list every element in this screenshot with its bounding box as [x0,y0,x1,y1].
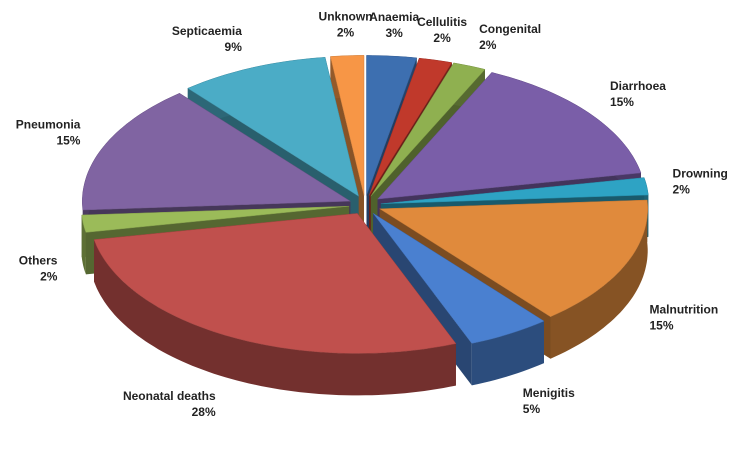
slice-label: Anaemia [369,10,419,24]
slice-label: Drowning [673,167,728,181]
slice-value-label: 5% [523,402,541,416]
slice-value-label: 9% [225,40,243,54]
slice-top [187,57,359,197]
slice-value-label: 2% [479,38,497,52]
slice-side [94,239,456,396]
slice-value-label: 2% [433,31,451,45]
slice-label: Malnutrition [650,303,719,317]
slice-value-label: 2% [673,183,691,197]
slice-top [81,205,350,233]
slice-top [378,199,648,317]
slice-side [471,321,544,386]
slice-value-label: 2% [40,270,58,284]
slice-value-label: 15% [650,319,674,333]
slice-value-label: 28% [192,405,216,419]
slice-top [366,55,418,196]
slice [93,213,457,396]
slice-label: Neonatal deaths [123,389,216,403]
slice-label: Diarrhoea [610,79,666,93]
slice-top [380,177,649,205]
slice-value-label: 3% [386,26,404,40]
slice-top [330,55,365,196]
slice-top [82,93,352,211]
slice-side [550,200,648,359]
slice-top [370,62,486,197]
slice-value-label: 15% [610,95,634,109]
slice-label: Pneumonia [16,118,81,132]
slice-value-label: 15% [56,134,80,148]
slice-label: Menigitis [523,386,575,400]
slice-value-label: 2% [337,26,355,40]
slice-label: Septicaemia [172,24,242,38]
slice-label: Unknown [319,10,373,24]
slice-label: Cellulitis [417,15,467,29]
slice-top [376,72,642,200]
slice-top [368,57,453,196]
slice-top [93,213,457,354]
slice-label: Others [19,254,58,268]
slice-label: Congenital [479,22,541,36]
slice-top [372,213,545,344]
